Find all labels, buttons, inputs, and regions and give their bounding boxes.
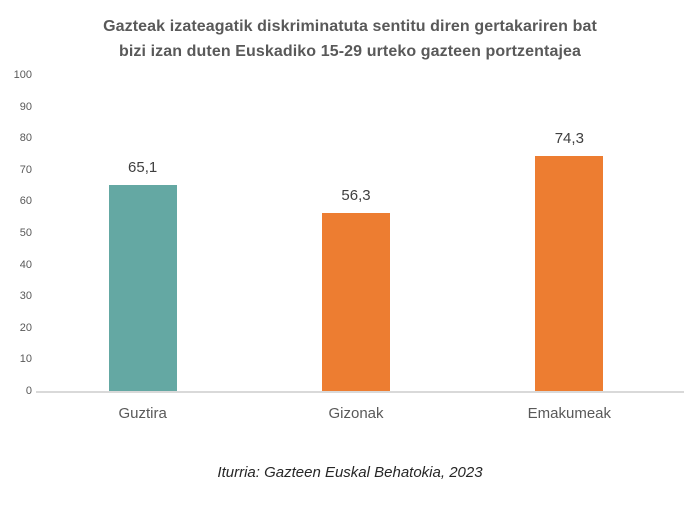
bar-value-label: 56,3 bbox=[341, 187, 371, 205]
x-category-label: Emakumeak bbox=[527, 405, 612, 422]
x-category-label: Gizonak bbox=[328, 405, 384, 422]
y-tick-label: 70 bbox=[19, 163, 32, 176]
y-tick-label: 0 bbox=[25, 385, 32, 397]
bar-emakumeak bbox=[535, 156, 604, 391]
chart-title: Gazteak izateagatik diskriminatuta senti… bbox=[0, 14, 700, 64]
y-tick-label: 30 bbox=[19, 290, 32, 303]
source-note: Iturria: Gazteen Euskal Behatokia, 2023 bbox=[217, 464, 483, 481]
y-tick-label: 60 bbox=[19, 195, 32, 208]
bar-gizonak bbox=[322, 213, 390, 391]
y-tick-label: 50 bbox=[19, 227, 32, 239]
y-tick-label: 90 bbox=[19, 100, 32, 113]
x-axis-line bbox=[36, 391, 684, 393]
y-tick-label: 20 bbox=[19, 321, 32, 334]
x-category-label: Guztira bbox=[118, 405, 167, 422]
y-tick-label: 10 bbox=[19, 353, 32, 366]
chart-title-line-2: bizi izan duten Euskadiko 15-29 urteko g… bbox=[118, 43, 581, 60]
bar-value-label: 74,3 bbox=[554, 130, 584, 148]
y-tick-label: 40 bbox=[19, 258, 32, 271]
chart-title-line-1: Gazteak izateagatik diskriminatuta senti… bbox=[103, 18, 597, 35]
bar-guztira bbox=[108, 185, 177, 391]
y-tick-label: 80 bbox=[19, 132, 32, 145]
y-tick-label: 100 bbox=[13, 69, 32, 81]
bar-value-label: 65,1 bbox=[128, 159, 158, 177]
